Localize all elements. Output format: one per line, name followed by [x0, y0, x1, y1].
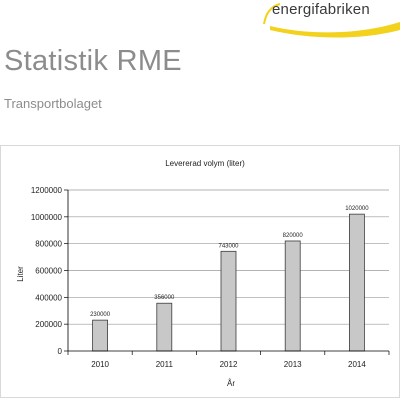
- logo-text: energifabriken: [272, 1, 370, 18]
- bar-2012: [220, 250, 237, 352]
- page-title: Statistik RME: [4, 45, 182, 77]
- chart-title: Levererad volym (liter): [165, 159, 245, 168]
- data-label-2012: 743000: [218, 243, 239, 249]
- y-tick-label: 1000000: [31, 213, 63, 222]
- chart-frame: Levererad volym (liter) Liter År 230000 3…: [0, 145, 400, 398]
- data-label-2011: 356000: [154, 295, 175, 301]
- bar-chart: Levererad volym (liter) Liter År 230000 3…: [16, 159, 390, 388]
- bar-2011: [156, 302, 173, 352]
- logo-swoosh-icon: [263, 3, 400, 38]
- data-label-2014: 1020000: [345, 206, 369, 212]
- x-tick-label: 2012: [220, 360, 238, 369]
- y-tick-label: 400000: [35, 293, 62, 302]
- x-axis-label: År: [227, 379, 235, 388]
- y-tick-label: 600000: [35, 267, 62, 276]
- y-tick-label: 800000: [35, 240, 62, 249]
- y-tick-label: 0: [58, 347, 63, 356]
- x-tick-label: 2010: [91, 360, 109, 369]
- data-label-2013: 820000: [283, 233, 304, 239]
- x-tick-label: 2013: [284, 360, 302, 369]
- bar-2013: [284, 240, 301, 352]
- x-tick-label: 2014: [348, 360, 366, 369]
- bars: 230000 356000 743000 820000 1020000: [90, 206, 369, 352]
- axes: 0 200000 400000 600000 800000 1000000 1200000 2…: [31, 186, 390, 369]
- bar-2010: [92, 319, 108, 352]
- y-tick-label: 200000: [35, 320, 62, 329]
- page-subtitle: Transportbolaget: [4, 96, 102, 111]
- y-axis-label: Liter: [16, 266, 25, 282]
- company-logo: energifabriken: [262, 0, 402, 38]
- x-tick-label: 2011: [156, 360, 174, 369]
- bar-2014: [348, 213, 365, 352]
- y-tick-label: 1200000: [31, 186, 63, 195]
- data-label-2010: 230000: [90, 312, 111, 318]
